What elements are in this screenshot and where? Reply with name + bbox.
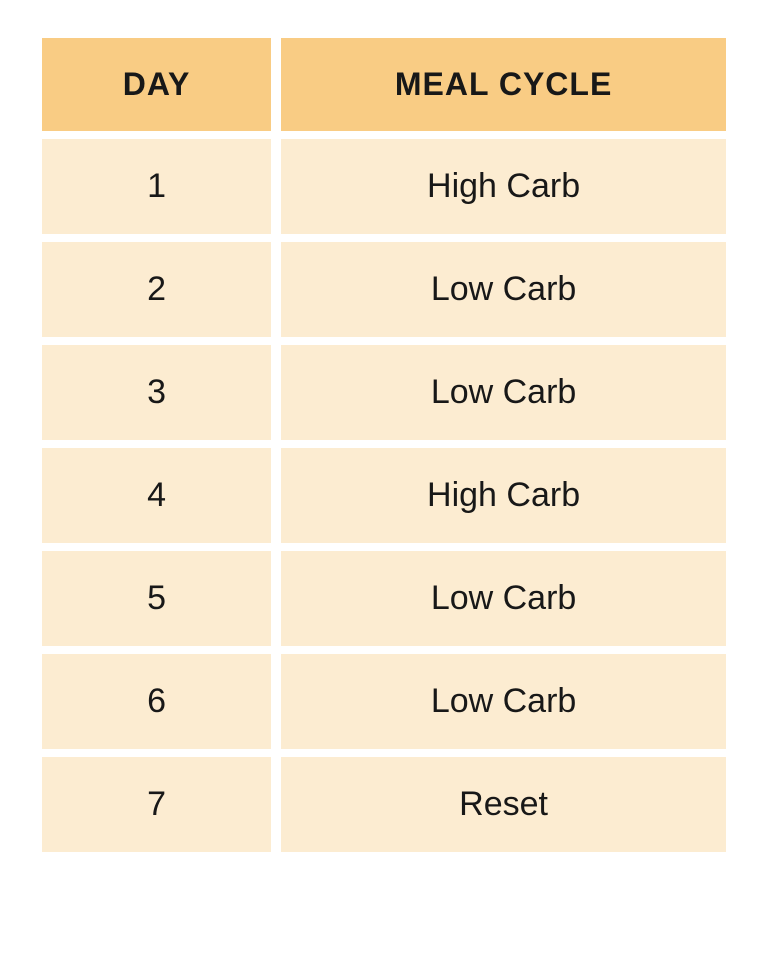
cell-cycle: High Carb (281, 448, 726, 543)
cell-day: 1 (42, 139, 271, 234)
table-body: 1 High Carb 2 Low Carb 3 Low Carb 4 High… (42, 139, 726, 852)
table-row: 7 Reset (42, 757, 726, 852)
cell-day: 6 (42, 654, 271, 749)
column-header-day: DAY (42, 38, 271, 131)
cell-day: 4 (42, 448, 271, 543)
cell-day: 5 (42, 551, 271, 646)
cell-day: 2 (42, 242, 271, 337)
table-row: 5 Low Carb (42, 551, 726, 646)
meal-cycle-table: DAY MEAL CYCLE 1 High Carb 2 Low Carb 3 … (32, 30, 736, 860)
table-row: 3 Low Carb (42, 345, 726, 440)
cell-cycle: High Carb (281, 139, 726, 234)
table-row: 6 Low Carb (42, 654, 726, 749)
cell-cycle: Low Carb (281, 551, 726, 646)
page-container: DAY MEAL CYCLE 1 High Carb 2 Low Carb 3 … (0, 0, 768, 890)
column-header-meal-cycle: MEAL CYCLE (281, 38, 726, 131)
cell-day: 3 (42, 345, 271, 440)
cell-cycle: Low Carb (281, 242, 726, 337)
cell-day: 7 (42, 757, 271, 852)
table-row: 2 Low Carb (42, 242, 726, 337)
cell-cycle: Low Carb (281, 654, 726, 749)
table-header: DAY MEAL CYCLE (42, 38, 726, 131)
table-row: 4 High Carb (42, 448, 726, 543)
cell-cycle: Low Carb (281, 345, 726, 440)
cell-cycle: Reset (281, 757, 726, 852)
table-row: 1 High Carb (42, 139, 726, 234)
